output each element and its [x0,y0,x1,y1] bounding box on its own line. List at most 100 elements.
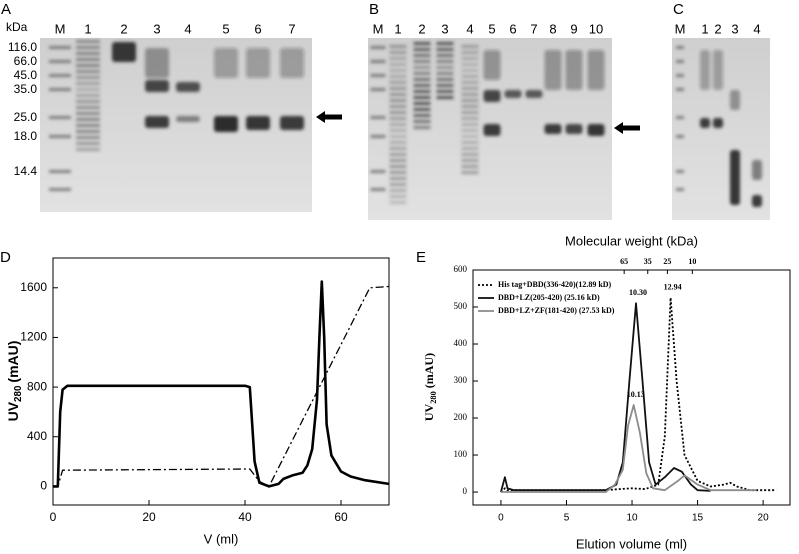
band [730,150,740,205]
smear-band [76,52,100,55]
lane-label: 7 [288,21,295,36]
smear-band [76,58,100,61]
lane-label: 9 [570,21,577,36]
y-axis-label-main: UV [5,401,21,421]
marker-label: 25.0 [14,110,38,124]
smear-band [76,106,100,109]
smear-band [461,51,479,54]
legend-label: His tag+DBD(336-420)(12.89 kD) [498,280,612,289]
smear-band [76,136,100,139]
smear-band [389,99,407,102]
smear-band [436,78,454,81]
top-tick-label: 10 [688,257,696,266]
ladder-band [370,170,386,173]
y-axis-label-sub: 280 [13,385,24,402]
smear-band [76,46,100,49]
smear-band [389,201,407,204]
panel-label: D [0,249,11,266]
lane-label: 8 [549,21,556,36]
marker-label: 66.0 [14,54,38,68]
smear-band [413,126,431,129]
smear-band [461,99,479,102]
arrow [316,111,342,123]
y-tick-label: 1600 [20,280,47,294]
x-tick-label: 20 [142,510,156,524]
peak-annotation: 12.94 [664,283,682,292]
smear-band [76,88,100,91]
band [214,48,238,78]
smear-band [413,78,431,81]
lane-label: 3 [153,21,160,36]
smear-band [461,105,479,108]
band [280,48,304,78]
series-line [53,285,390,488]
smear-band [389,69,407,72]
top-tick-label: 65 [620,257,628,266]
smear-band [389,63,407,66]
smear-band [389,111,407,114]
smear-band [76,142,100,145]
lane-label: 1 [394,21,401,36]
band [587,124,605,136]
smear-band [461,159,479,162]
ladder-band [49,60,71,63]
lane-label: 2 [120,21,127,36]
smear-band [461,45,479,48]
smear-band [461,81,479,84]
y-tick-label: 0 [463,486,468,496]
band [700,50,710,90]
ladder-band [49,188,71,191]
lane-label: 6 [254,21,261,36]
smear-band [389,81,407,84]
smear-band [389,75,407,78]
lane-label: 2 [714,21,721,36]
ladder-band [676,135,684,138]
x-tick-label: 20 [758,513,770,524]
smear-band [389,171,407,174]
ladder-band [49,170,71,173]
smear-band [389,123,407,126]
smear-band [389,141,407,144]
band [483,90,501,102]
smear-band [413,108,431,111]
ladder-band [49,116,71,119]
band [565,124,583,134]
smear-band [76,40,100,43]
smear-band [461,141,479,144]
smear-band [461,147,479,150]
y-axis-label: UV280 (mAU) [422,353,438,421]
band [700,118,710,128]
marker-label: 116.0 [8,40,37,54]
panel-label: C [673,1,684,18]
smear-band [389,147,407,150]
smear-band [413,84,431,87]
ladder-band [676,170,684,173]
band [752,160,762,180]
ladder-band [676,188,684,191]
lane-label: 6 [509,21,516,36]
gel-bands [49,40,304,191]
x-tick-label: 0 [50,510,57,524]
smear-band [389,51,407,54]
plot-frame [472,269,791,506]
smear-band [436,84,454,87]
lane-label: 5 [222,21,229,36]
smear-band [461,63,479,66]
smear-band [413,102,431,105]
ladder-band [676,116,684,119]
x-axis-label: V (ml) [204,531,239,546]
band [214,116,238,132]
unit-label: kDa [6,20,28,34]
y-tick-label: 1200 [20,330,47,344]
lane-label: 3 [731,21,738,36]
smear-band [413,66,431,69]
y-tick-label: 400 [27,429,47,443]
band [112,42,136,62]
smear-band [461,123,479,126]
smear-band [76,82,100,85]
smear-band [389,135,407,138]
legend-label: DBD+LZ+ZF(181-420) (27.53 kD) [498,306,615,315]
band [145,80,169,92]
lane-label: 4 [466,21,473,36]
